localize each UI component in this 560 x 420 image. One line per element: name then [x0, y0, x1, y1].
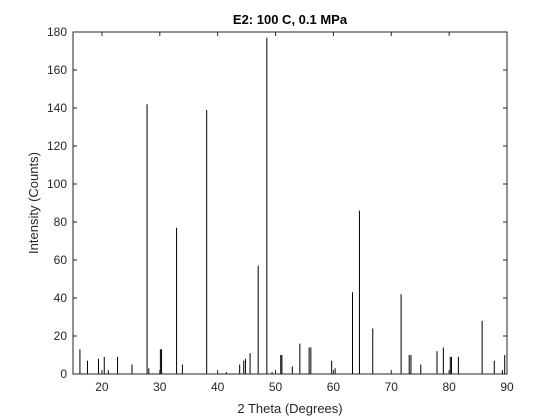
y-tick-label: 40: [54, 291, 68, 305]
x-tick-label: 40: [211, 380, 225, 394]
axis-ticks: 20 30 40 50 60 70 80 90 0 20 40 60 80 100 120 140 160 180: [47, 25, 514, 394]
plot-area: [73, 32, 507, 374]
y-tick-label: 180: [47, 25, 67, 39]
y-tick-label: 60: [54, 253, 68, 267]
y-tick-label: 120: [47, 139, 67, 153]
y-tick-label: 80: [54, 215, 68, 229]
x-axis-label: 2 Theta (Degrees): [237, 401, 342, 416]
x-tick-label: 70: [385, 380, 399, 394]
y-tick-label: 20: [54, 329, 68, 343]
x-tick-label: 20: [95, 380, 109, 394]
axes-box: [72, 31, 508, 375]
x-tick-label: 30: [153, 380, 167, 394]
x-tick-label: 50: [269, 380, 283, 394]
x-tick-label: 80: [442, 380, 456, 394]
x-tick-label: 60: [327, 380, 341, 394]
y-tick-label: 0: [60, 367, 67, 381]
chart-title: E2: 100 C, 0.1 MPa: [233, 12, 348, 27]
bar-series: [79, 37, 506, 374]
y-axis-label: Intensity (Counts): [26, 152, 41, 254]
y-tick-label: 100: [47, 177, 67, 191]
x-tick-label: 90: [500, 380, 514, 394]
y-tick-label: 140: [47, 101, 67, 115]
y-tick-label: 160: [47, 63, 67, 77]
